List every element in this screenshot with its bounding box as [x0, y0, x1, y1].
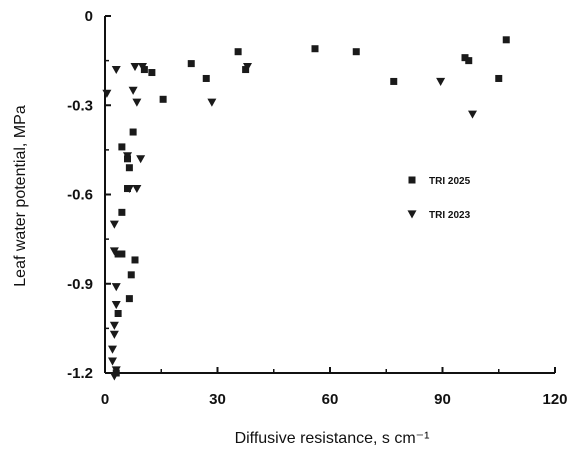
data-point: [352, 48, 360, 56]
data-point: [109, 330, 119, 339]
data-point: [136, 155, 146, 164]
data-point: [123, 152, 132, 161]
legend-marker: [407, 210, 417, 219]
data-points: [102, 36, 510, 381]
data-point: [125, 295, 133, 303]
y-tick-label: -0.6: [67, 187, 93, 204]
data-point: [390, 77, 398, 85]
x-tick-label: 120: [542, 391, 567, 408]
data-point: [128, 86, 138, 95]
data-point: [465, 57, 473, 65]
data-point: [159, 95, 167, 103]
data-point: [109, 372, 119, 381]
x-tick-label: 30: [209, 391, 226, 408]
x-tick-label: 60: [322, 391, 339, 408]
x-axis-title: Diffusive resistance, s cm⁻¹: [235, 430, 430, 447]
y-axis-ticks: 0 -0.3 -0.6 -0.9 -1.2: [67, 8, 111, 382]
data-point: [311, 45, 319, 53]
data-point: [502, 36, 510, 44]
data-point: [111, 65, 121, 75]
series-2-points: [102, 62, 477, 381]
data-point: [108, 357, 117, 366]
data-point: [114, 250, 122, 258]
data-point: [118, 208, 126, 216]
legend-marker: [408, 176, 416, 184]
data-point: [125, 164, 133, 172]
data-point: [109, 247, 119, 256]
data-point: [109, 321, 119, 330]
data-point: [108, 345, 117, 354]
data-point: [131, 256, 139, 264]
data-point: [111, 283, 121, 292]
data-point: [140, 66, 148, 74]
data-point: [138, 62, 147, 72]
data-point: [129, 128, 137, 136]
data-point: [102, 89, 112, 98]
data-point: [468, 110, 477, 119]
data-point: [127, 271, 135, 279]
data-point: [118, 143, 126, 151]
y-tick-label: -0.3: [67, 97, 93, 114]
x-tick-label: 0: [101, 391, 109, 408]
legend-label: TRI 2023: [429, 210, 471, 221]
x-axis-ticks: 0 30 60 90 120: [101, 367, 568, 408]
legend-label: TRI 2025: [429, 176, 471, 187]
y-tick-label: -1.2: [67, 365, 93, 382]
data-point: [495, 74, 503, 82]
data-point: [242, 66, 250, 74]
data-point: [109, 220, 119, 229]
data-point: [187, 60, 195, 68]
y-tick-label: 0: [85, 8, 93, 25]
data-point: [202, 74, 210, 82]
data-point: [132, 184, 142, 194]
data-point: [207, 98, 217, 107]
data-point: [111, 366, 121, 375]
data-point: [132, 98, 142, 107]
data-point: [114, 310, 122, 317]
data-point: [243, 62, 252, 72]
data-point: [111, 300, 121, 310]
y-axis-title: Leaf water potential, MPa: [12, 105, 29, 287]
data-point: [436, 77, 446, 86]
data-point: [148, 69, 156, 77]
data-point: [130, 62, 140, 72]
x-tick-label: 90: [434, 391, 451, 408]
y-tick-label: -0.9: [67, 276, 93, 293]
data-point: [461, 54, 469, 62]
series-1-points: [112, 36, 510, 377]
data-point: [234, 48, 242, 56]
legend: TRI 2025 TRI 2023: [407, 176, 471, 221]
data-point: [118, 250, 126, 258]
axes: [104, 16, 555, 374]
data-point: [124, 184, 134, 194]
